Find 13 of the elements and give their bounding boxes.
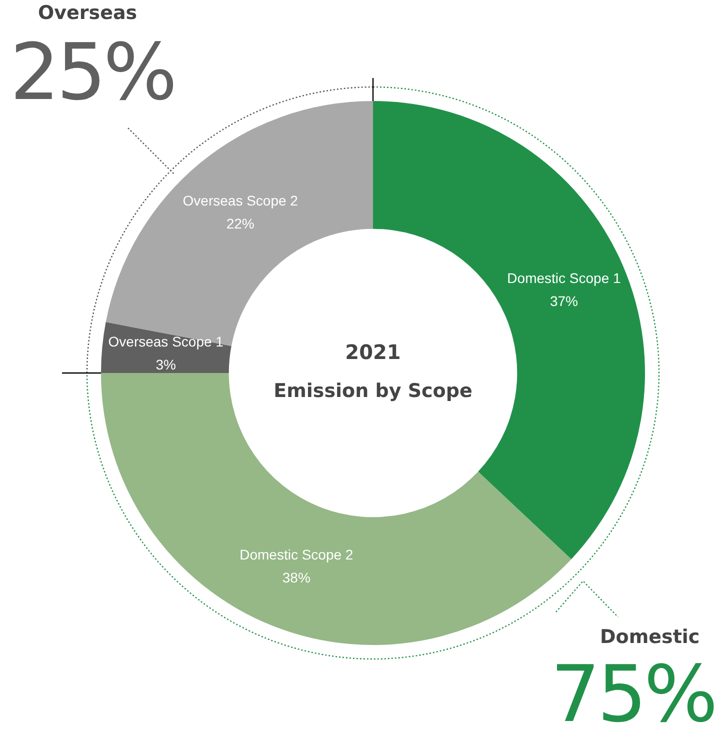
text: 25% (10, 28, 174, 118)
text: Emission by Scope (272, 380, 474, 402)
text: Overseas (38, 2, 138, 24)
data-label: 38% (282, 569, 310, 586)
text: Domestic (600, 626, 700, 648)
text: 75% (550, 650, 715, 740)
data-label: 37% (550, 293, 578, 310)
data-label: 22% (226, 216, 254, 232)
slice-label: Overseas Scope 2 (182, 192, 298, 209)
slice-label: Domestic Scope 1 (507, 270, 621, 286)
text: 2021 (344, 340, 402, 364)
data-label: 3% (156, 356, 176, 372)
slice-label: Domestic Scope 2 (240, 546, 354, 562)
